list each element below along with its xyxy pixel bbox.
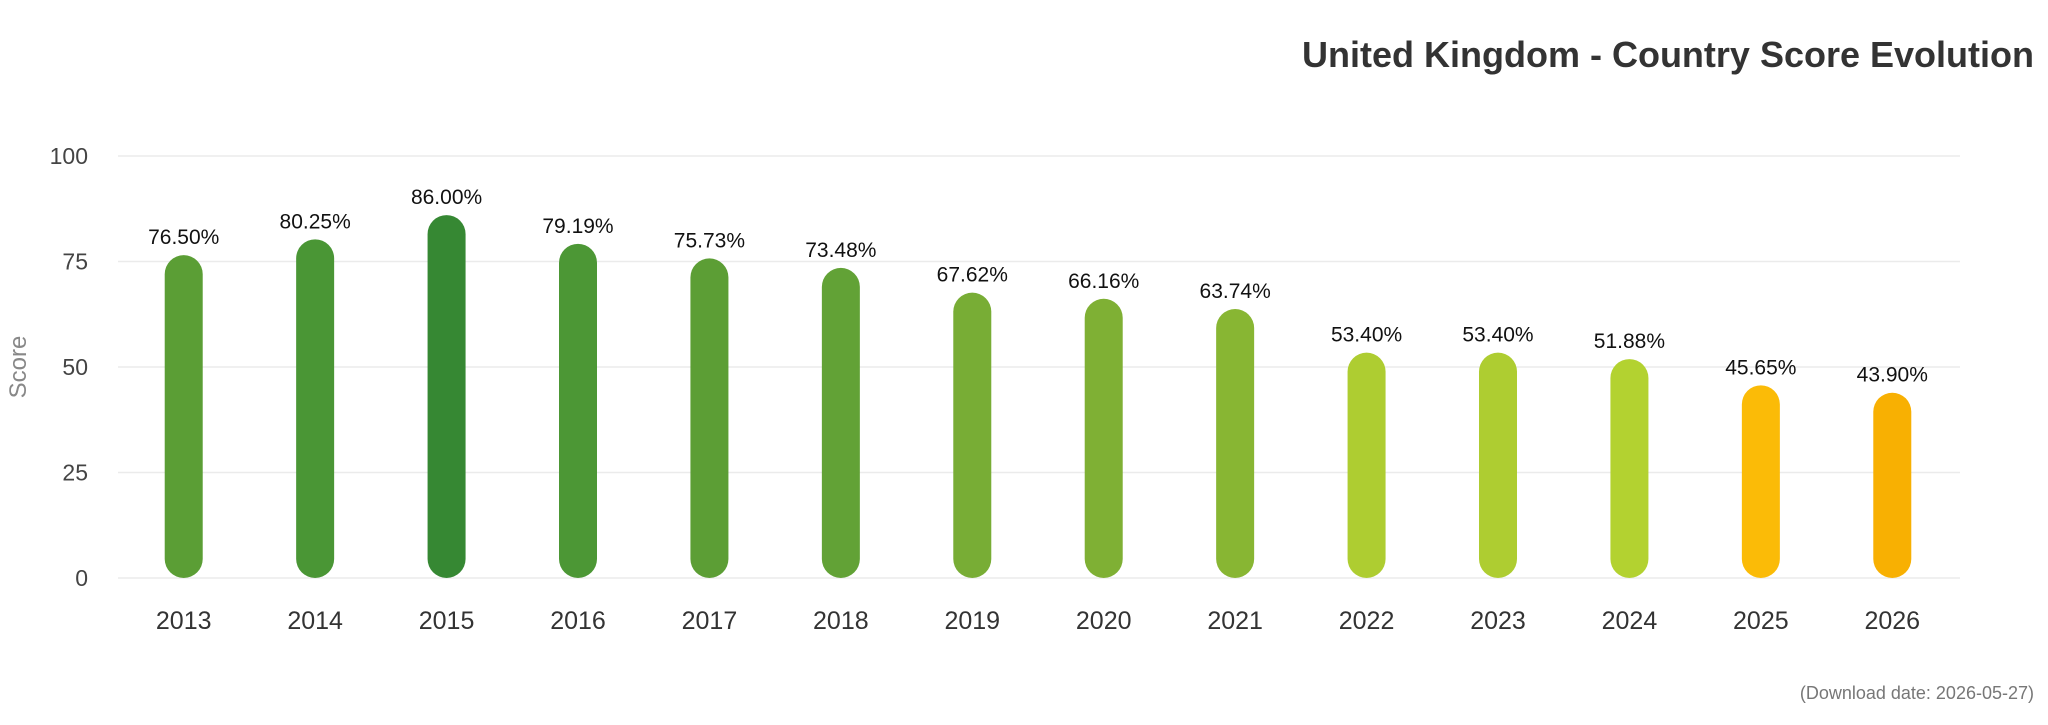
bar-2020 xyxy=(1084,298,1123,578)
bar-2015 xyxy=(427,215,466,578)
y-tick-label: 100 xyxy=(50,143,88,169)
x-tick-label-2024: 2024 xyxy=(1602,607,1658,635)
bar-2014 xyxy=(296,239,335,578)
bar-2026 xyxy=(1873,392,1912,578)
chart-title: United Kingdom - Country Score Evolution xyxy=(1302,34,2034,75)
x-tick-label-2019: 2019 xyxy=(944,607,1000,635)
data-label-2021: 63.74% xyxy=(1200,280,1271,303)
grid-lines xyxy=(118,155,1960,579)
data-label-2013: 76.50% xyxy=(148,226,219,249)
data-label-2015: 86.00% xyxy=(411,186,482,209)
data-label-2025: 45.65% xyxy=(1725,356,1796,379)
x-tick-label-2021: 2021 xyxy=(1207,607,1263,635)
bar-2021 xyxy=(1216,309,1255,578)
x-tick-label-2015: 2015 xyxy=(419,607,475,635)
bar-2022 xyxy=(1347,352,1386,578)
y-axis-label: Score xyxy=(5,336,32,399)
y-tick-label: 25 xyxy=(62,460,88,486)
data-label-2020: 66.16% xyxy=(1068,270,1139,293)
data-label-2017: 75.73% xyxy=(674,229,745,252)
bar-2013 xyxy=(164,255,203,579)
data-label-2023: 53.40% xyxy=(1462,324,1533,347)
data-label-2018: 73.48% xyxy=(805,239,876,262)
bar-2025 xyxy=(1741,385,1780,578)
bar-2016 xyxy=(559,243,597,578)
data-label-2014: 80.25% xyxy=(280,210,351,233)
data-label-2016: 79.19% xyxy=(542,215,613,238)
y-tick-label: 50 xyxy=(62,354,88,380)
y-tick-label: 75 xyxy=(62,249,88,275)
y-axis-ticks: 0 25 50 75 100 xyxy=(50,143,88,591)
bar-2017 xyxy=(690,258,729,578)
x-tick-label-2025: 2025 xyxy=(1733,607,1789,635)
x-tick-label-2022: 2022 xyxy=(1339,607,1395,635)
data-label-2024: 51.88% xyxy=(1594,330,1665,353)
x-tick-label-2020: 2020 xyxy=(1076,607,1132,635)
x-tick-label-2023: 2023 xyxy=(1470,607,1526,635)
data-label-2026: 43.90% xyxy=(1857,364,1928,387)
x-tick-label-2017: 2017 xyxy=(682,607,738,635)
x-tick-label-2016: 2016 xyxy=(550,607,606,635)
bar-2018 xyxy=(821,267,860,578)
x-tick-label-2018: 2018 xyxy=(813,607,869,635)
data-label-2019: 67.62% xyxy=(937,264,1008,287)
bar-2024 xyxy=(1610,359,1649,578)
download-date-note: (Download date: 2026-05-27) xyxy=(1800,683,2034,703)
x-axis-ticks: 2013 2014 2015 2016 2017 2018 2019 2020 2021 2022… xyxy=(156,607,1920,635)
x-tick-label-2013: 2013 xyxy=(156,607,212,635)
x-tick-label-2026: 2026 xyxy=(1864,607,1920,635)
bars xyxy=(164,215,1912,579)
y-tick-label: 0 xyxy=(75,565,88,591)
bar-2019 xyxy=(953,292,992,578)
x-tick-label-2014: 2014 xyxy=(287,607,343,635)
data-labels: 76.50% 80.25% 86.00% 79.19% 75.73% 73.48% 67.6… xyxy=(148,186,1928,387)
data-label-2022: 53.40% xyxy=(1331,324,1402,347)
bar-2023 xyxy=(1479,352,1517,578)
